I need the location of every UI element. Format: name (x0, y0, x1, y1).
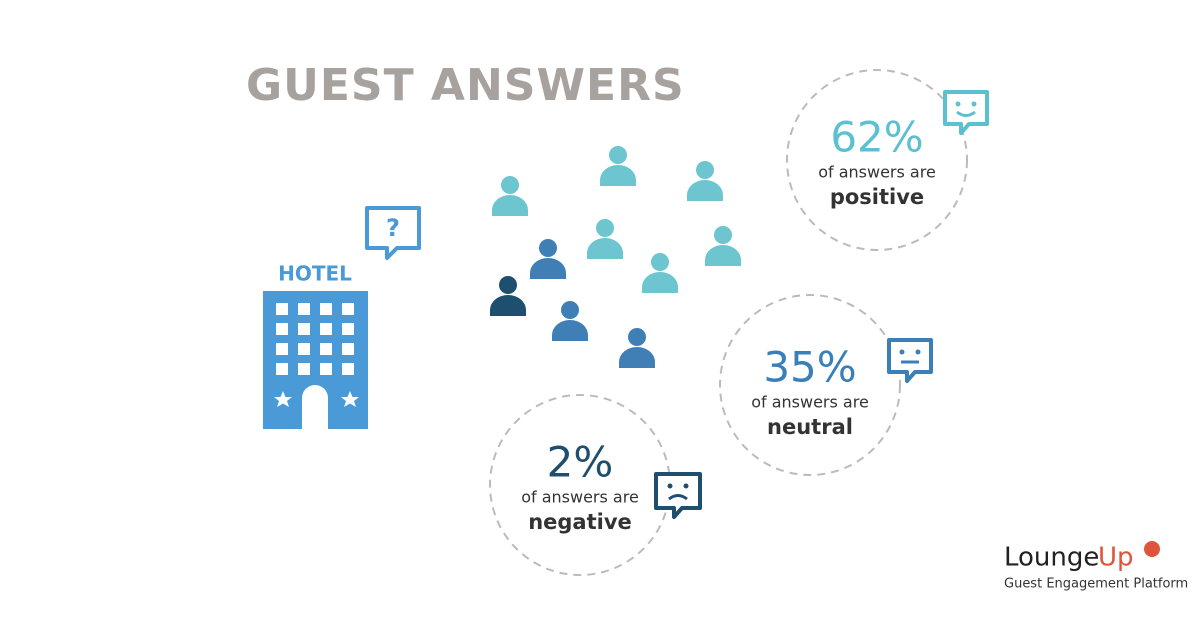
stat-caption: of answers are (521, 488, 639, 507)
guest-head (539, 239, 557, 257)
stat-sentiment: negative (528, 510, 632, 534)
guests (490, 146, 741, 368)
guest-body (492, 195, 528, 216)
guest-body (687, 180, 723, 201)
guest-body (642, 272, 678, 293)
guest-head (609, 146, 627, 164)
guest-head (651, 253, 669, 271)
face-bubbles (654, 90, 989, 519)
svg-text:?: ? (386, 214, 400, 242)
stat-caption: of answers are (818, 163, 936, 182)
guest-head (596, 219, 614, 237)
logo-name-2: Up (1098, 543, 1134, 573)
guest-body (619, 347, 655, 368)
logo-name-1: Lounge (1004, 543, 1099, 573)
stat-value: 2% (547, 438, 614, 487)
guest-body (530, 258, 566, 279)
guest-head (628, 328, 646, 346)
stat: 35%of answers are neutral (751, 343, 869, 440)
guest-head (714, 226, 732, 244)
guest-body (587, 238, 623, 259)
guest-body (600, 165, 636, 186)
guest-head (499, 276, 517, 294)
stat-sentiment: positive (830, 185, 924, 209)
logo-tagline: Guest Engagement Platform (1004, 577, 1188, 592)
guest-body (490, 295, 526, 316)
guest-body (552, 320, 588, 341)
guest-head (696, 161, 714, 179)
hotel-icon: HOTEL ? (263, 206, 421, 429)
stat-caption: of answers are (751, 393, 869, 412)
stat-sentiment: neutral (767, 415, 853, 439)
guest-head (501, 176, 519, 194)
stat: 2%of answers are negative (521, 438, 639, 535)
stat-circles (489, 69, 968, 576)
logo: Lounge Up Guest Engagement Platform (1004, 541, 1188, 592)
guest-head (561, 301, 579, 319)
stat: 62%of answers are positive (818, 113, 936, 210)
stat-value: 35% (763, 343, 856, 392)
guest-body (705, 245, 741, 266)
hotel-label: HOTEL (278, 262, 352, 286)
stat-value: 62% (830, 113, 923, 162)
title: GUEST ANSWERS (246, 60, 685, 111)
